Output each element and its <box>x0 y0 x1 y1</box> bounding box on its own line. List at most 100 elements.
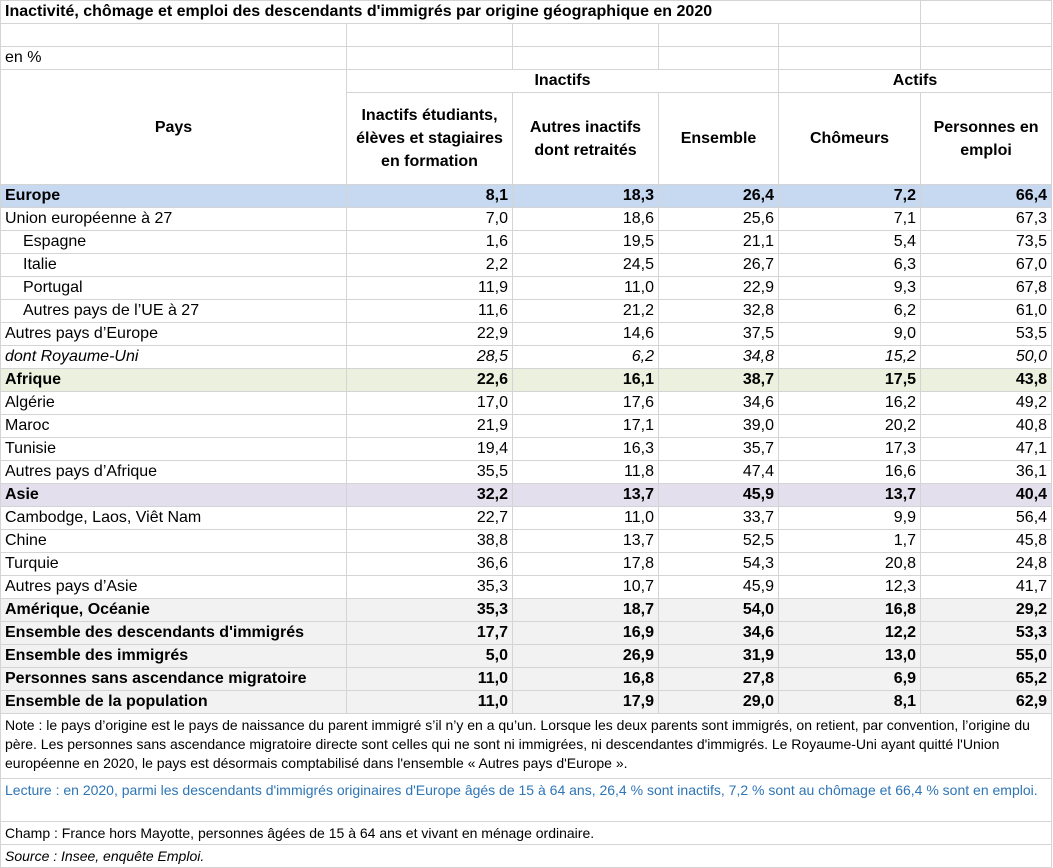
value-cell[interactable]: 9,0 <box>777 322 922 346</box>
value-cell[interactable]: 8,1 <box>346 184 513 208</box>
value-cell[interactable]: 19,4 <box>346 437 513 461</box>
value-cell[interactable]: 34,6 <box>658 621 779 645</box>
note-text[interactable]: Note : le pays d’origine est le pays de … <box>0 713 1053 779</box>
value-cell[interactable]: 29,2 <box>920 598 1053 622</box>
value-cell[interactable]: 16,8 <box>512 667 659 691</box>
header-personnes-en-emploi[interactable]: Personnes en emploi <box>920 92 1053 185</box>
value-cell[interactable]: 19,5 <box>512 230 659 254</box>
value-cell[interactable]: 67,8 <box>920 276 1053 300</box>
value-cell[interactable]: 35,3 <box>346 598 513 622</box>
header-autres-inactifs[interactable]: Autres inactifs dont retraités <box>512 92 659 185</box>
value-cell[interactable]: 56,4 <box>920 506 1053 530</box>
value-cell[interactable]: 26,7 <box>658 253 779 277</box>
value-cell[interactable]: 21,1 <box>658 230 779 254</box>
value-cell[interactable]: 16,3 <box>512 437 659 461</box>
value-cell[interactable]: 65,2 <box>920 667 1053 691</box>
row-label-cell[interactable]: Cambodge, Laos, Viêt Nam <box>0 506 347 530</box>
value-cell[interactable]: 11,0 <box>346 667 513 691</box>
empty-cell[interactable] <box>777 46 922 70</box>
value-cell[interactable]: 22,9 <box>658 276 779 300</box>
lecture-text[interactable]: Lecture : en 2020, parmi les descendants… <box>0 778 1053 822</box>
source-text[interactable]: Source : Insee, enquête Emploi. <box>0 844 1053 868</box>
value-cell[interactable]: 11,6 <box>346 299 513 323</box>
value-cell[interactable]: 31,9 <box>658 644 779 668</box>
value-cell[interactable]: 36,1 <box>920 460 1053 484</box>
row-label-cell[interactable]: Ensemble de la population <box>0 690 347 714</box>
value-cell[interactable]: 21,9 <box>346 414 513 438</box>
value-cell[interactable]: 8,1 <box>777 690 922 714</box>
header-group-actifs[interactable]: Actifs <box>777 69 1053 93</box>
value-cell[interactable]: 34,8 <box>658 345 779 369</box>
value-cell[interactable]: 6,2 <box>512 345 659 369</box>
value-cell[interactable]: 35,3 <box>346 575 513 599</box>
value-cell[interactable]: 7,1 <box>777 207 922 231</box>
value-cell[interactable]: 16,2 <box>777 391 922 415</box>
empty-cell[interactable] <box>658 46 779 70</box>
row-label-cell[interactable]: Autres pays d’Europe <box>0 322 347 346</box>
row-label-cell[interactable]: Amérique, Océanie <box>0 598 347 622</box>
empty-cell[interactable] <box>920 23 1053 47</box>
value-cell[interactable]: 12,3 <box>777 575 922 599</box>
row-label-cell[interactable]: Personnes sans ascendance migratoire <box>0 667 347 691</box>
value-cell[interactable]: 25,6 <box>658 207 779 231</box>
value-cell[interactable]: 17,3 <box>777 437 922 461</box>
header-group-inactifs[interactable]: Inactifs <box>346 69 779 93</box>
row-label-cell[interactable]: Autres pays de l’UE à 27 <box>0 299 347 323</box>
value-cell[interactable]: 20,2 <box>777 414 922 438</box>
value-cell[interactable]: 13,0 <box>777 644 922 668</box>
value-cell[interactable]: 24,8 <box>920 552 1053 576</box>
value-cell[interactable]: 7,2 <box>777 184 922 208</box>
value-cell[interactable]: 43,8 <box>920 368 1053 392</box>
value-cell[interactable]: 27,8 <box>658 667 779 691</box>
row-label-cell[interactable]: Europe <box>0 184 347 208</box>
row-label-cell[interactable]: Union européenne à 27 <box>0 207 347 231</box>
value-cell[interactable]: 22,6 <box>346 368 513 392</box>
value-cell[interactable]: 11,0 <box>512 276 659 300</box>
value-cell[interactable]: 36,6 <box>346 552 513 576</box>
value-cell[interactable]: 1,7 <box>777 529 922 553</box>
value-cell[interactable]: 17,8 <box>512 552 659 576</box>
value-cell[interactable]: 47,4 <box>658 460 779 484</box>
value-cell[interactable]: 73,5 <box>920 230 1053 254</box>
value-cell[interactable]: 15,2 <box>777 345 922 369</box>
unit-label[interactable]: en % <box>0 46 347 70</box>
value-cell[interactable]: 17,6 <box>512 391 659 415</box>
value-cell[interactable]: 1,6 <box>346 230 513 254</box>
value-cell[interactable]: 32,8 <box>658 299 779 323</box>
row-label-cell[interactable]: Algérie <box>0 391 347 415</box>
value-cell[interactable]: 34,6 <box>658 391 779 415</box>
value-cell[interactable]: 20,8 <box>777 552 922 576</box>
value-cell[interactable]: 16,6 <box>777 460 922 484</box>
empty-cell[interactable] <box>346 46 513 70</box>
header-ensemble[interactable]: Ensemble <box>658 92 779 185</box>
empty-cell[interactable] <box>920 46 1053 70</box>
row-label-cell[interactable]: Maroc <box>0 414 347 438</box>
value-cell[interactable]: 41,7 <box>920 575 1053 599</box>
value-cell[interactable]: 26,9 <box>512 644 659 668</box>
value-cell[interactable]: 45,9 <box>658 575 779 599</box>
value-cell[interactable]: 17,0 <box>346 391 513 415</box>
header-inactifs-etudiants[interactable]: Inactifs étudiants, élèves et stagiaires… <box>346 92 513 185</box>
value-cell[interactable]: 17,1 <box>512 414 659 438</box>
value-cell[interactable]: 24,5 <box>512 253 659 277</box>
value-cell[interactable]: 54,0 <box>658 598 779 622</box>
table-title[interactable]: Inactivité, chômage et emploi des descen… <box>0 0 922 24</box>
value-cell[interactable]: 21,2 <box>512 299 659 323</box>
row-label-cell[interactable]: Tunisie <box>0 437 347 461</box>
value-cell[interactable]: 67,0 <box>920 253 1053 277</box>
empty-cell[interactable] <box>777 23 922 47</box>
value-cell[interactable]: 16,9 <box>512 621 659 645</box>
value-cell[interactable]: 66,4 <box>920 184 1053 208</box>
value-cell[interactable]: 7,0 <box>346 207 513 231</box>
empty-cell[interactable] <box>512 23 659 47</box>
value-cell[interactable]: 49,2 <box>920 391 1053 415</box>
value-cell[interactable]: 53,3 <box>920 621 1053 645</box>
row-label-cell[interactable]: Ensemble des descendants d'immigrés <box>0 621 347 645</box>
value-cell[interactable]: 45,8 <box>920 529 1053 553</box>
value-cell[interactable]: 11,8 <box>512 460 659 484</box>
value-cell[interactable]: 35,5 <box>346 460 513 484</box>
value-cell[interactable]: 38,7 <box>658 368 779 392</box>
empty-cell[interactable] <box>346 23 513 47</box>
value-cell[interactable]: 17,9 <box>512 690 659 714</box>
value-cell[interactable]: 35,7 <box>658 437 779 461</box>
